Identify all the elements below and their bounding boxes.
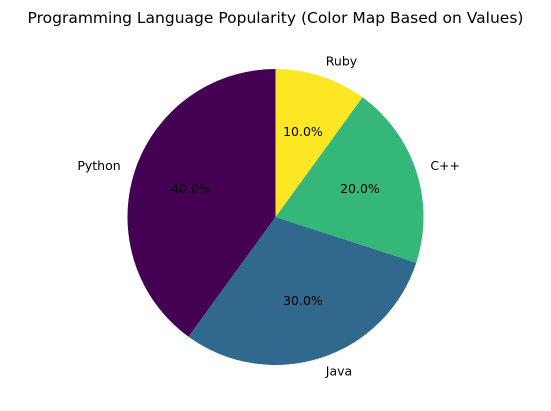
pie-slice-cpp [275, 97, 424, 263]
pie-slices [127, 69, 424, 366]
slice-percent-ruby: 10.0% [283, 124, 323, 139]
pie-slice-ruby [275, 69, 363, 217]
slice-label-cpp: C++ [430, 158, 460, 173]
slice-percent-python: 40.0% [171, 181, 211, 196]
slice-percent-cpp: 20.0% [340, 181, 380, 196]
slice-label-java: Java [325, 363, 352, 378]
pie-slice-java [188, 217, 417, 366]
slice-percent-java: 30.0% [283, 293, 323, 308]
pie-labels: Python 40.0% Java 30.0% C++ 20.0% Ruby 10.0% [77, 54, 460, 379]
slice-label-python: Python [77, 158, 120, 173]
pie-slice-python [127, 69, 276, 337]
chart-title: Programming Language Popularity (Color M… [28, 9, 524, 27]
slice-label-ruby: Ruby [326, 54, 358, 69]
